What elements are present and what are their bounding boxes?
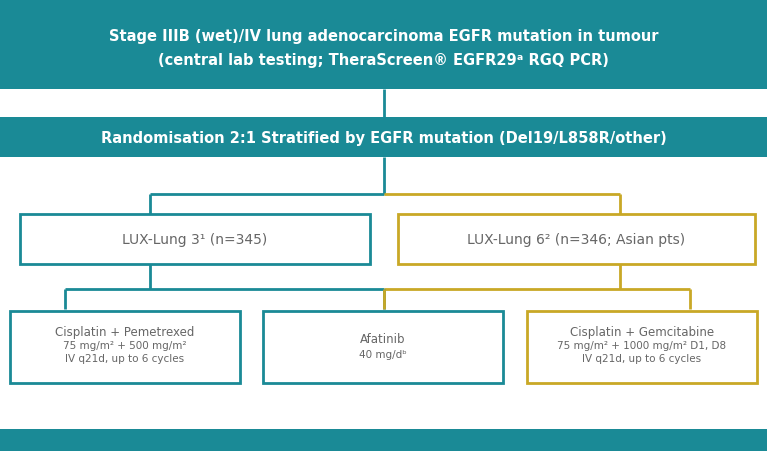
Text: IV q21d, up to 6 cycles: IV q21d, up to 6 cycles (582, 353, 702, 363)
Bar (398, 215, 755, 264)
Bar (20, 215, 370, 264)
Text: Cisplatin + Pemetrexed: Cisplatin + Pemetrexed (55, 326, 195, 339)
Bar (0, 0, 767, 90)
Text: Cisplatin + Gemcitabine: Cisplatin + Gemcitabine (570, 326, 714, 339)
Bar (527, 311, 757, 383)
Text: IV q21d, up to 6 cycles: IV q21d, up to 6 cycles (65, 353, 185, 363)
Text: (central lab testing; TheraScreen® EGFR29ᵃ RGQ PCR): (central lab testing; TheraScreen® EGFR2… (158, 52, 609, 67)
Text: 40 mg/dᵇ: 40 mg/dᵇ (359, 349, 407, 359)
Text: 75 mg/m² + 1000 mg/m² D1, D8: 75 mg/m² + 1000 mg/m² D1, D8 (558, 340, 726, 350)
Text: 75 mg/m² + 500 mg/m²: 75 mg/m² + 500 mg/m² (63, 340, 186, 350)
Bar (0, 118, 767, 158)
Bar (0, 429, 767, 451)
Text: Afatinib: Afatinib (360, 333, 406, 346)
Bar (10, 311, 240, 383)
Bar (263, 311, 503, 383)
Text: LUX-Lung 3¹ (n=345): LUX-Lung 3¹ (n=345) (123, 232, 268, 246)
Text: LUX-Lung 6² (n=346; Asian pts): LUX-Lung 6² (n=346; Asian pts) (467, 232, 686, 246)
Text: Randomisation 2:1 Stratified by EGFR mutation (Del19/L858R/other): Randomisation 2:1 Stratified by EGFR mut… (100, 130, 667, 145)
Text: Stage IIIB (wet)/IV lung adenocarcinoma EGFR mutation in tumour: Stage IIIB (wet)/IV lung adenocarcinoma … (109, 28, 658, 43)
